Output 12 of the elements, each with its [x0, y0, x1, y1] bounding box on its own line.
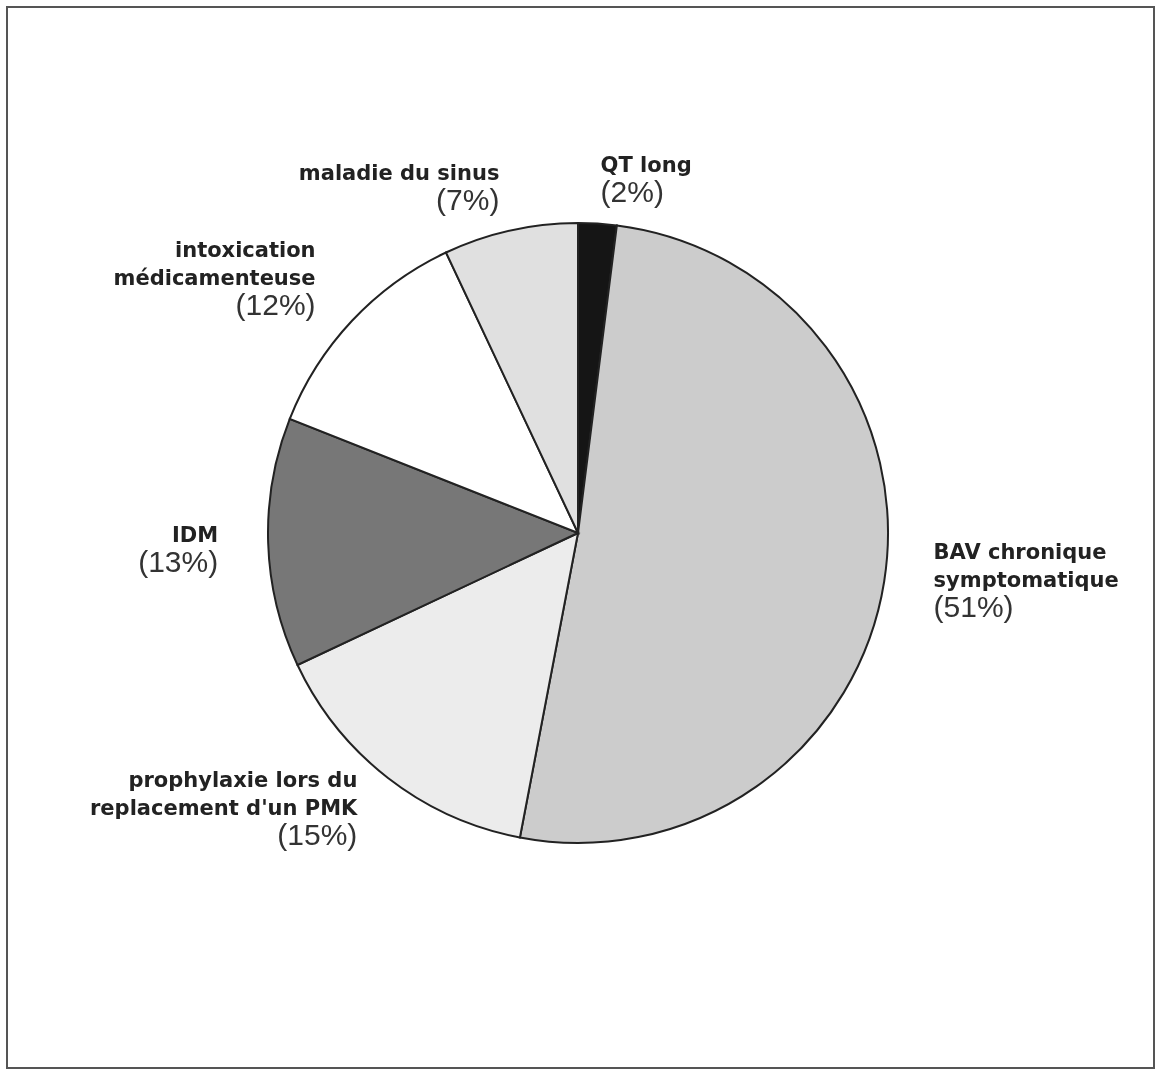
data-label: (2%): [600, 174, 664, 208]
category-label: prophylaxie lors du replacement d'un PMK: [89, 768, 358, 821]
category-label: intoxication médicamenteuse: [113, 237, 316, 290]
data-label: (12%): [235, 287, 316, 321]
data-label: (13%): [138, 545, 219, 579]
data-label: (7%): [436, 182, 500, 216]
slice-label: QT long: [600, 152, 692, 177]
data-label: (51%): [933, 590, 1014, 624]
slice-label: IDM: [172, 523, 219, 548]
category-label: BAV chronique symptomatique: [933, 540, 1119, 593]
slice-label: maladie du sinus: [298, 160, 500, 185]
data-label: (15%): [277, 818, 358, 852]
